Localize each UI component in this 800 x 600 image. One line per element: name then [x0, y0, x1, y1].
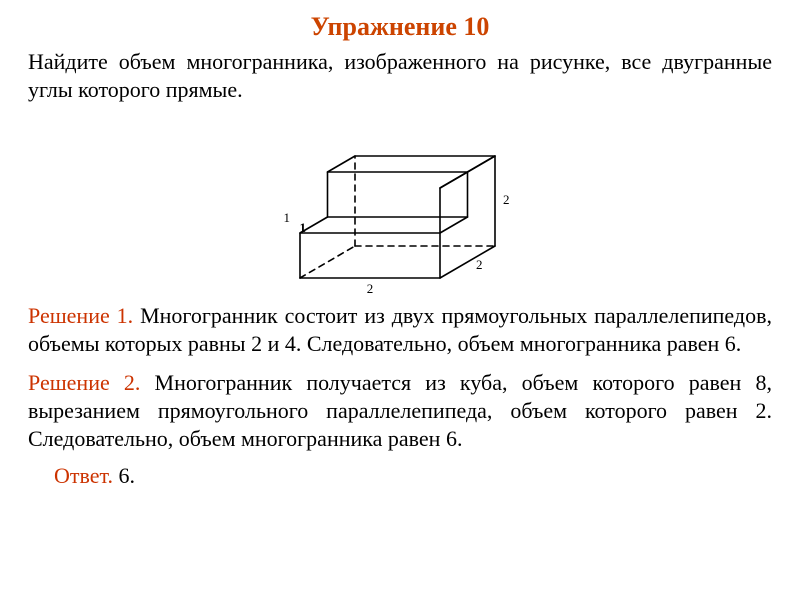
- label-front-width: 2: [367, 281, 374, 296]
- answer: Ответ. 6.: [54, 463, 772, 489]
- dimension-labels: 1 1 2 2 2: [284, 192, 510, 296]
- solution-2-label: Решение 2.: [28, 370, 140, 395]
- label-right-height: 2: [503, 192, 510, 207]
- exercise-title: Упражнение 10: [28, 12, 772, 42]
- solution-1: Решение 1. Многогранник состоит из двух …: [28, 302, 772, 358]
- slide: Упражнение 10 Найдите объем многогранник…: [0, 0, 800, 600]
- solution-2-text: Многогранник получается из куба, объем к…: [28, 370, 772, 451]
- problem-statement: Найдите объем многогранника, изображенно…: [28, 48, 772, 104]
- solution-1-label: Решение 1.: [28, 303, 133, 328]
- figure-container: 1 1 2 2 2: [28, 108, 772, 298]
- solution-2: Решение 2. Многогранник получается из ку…: [28, 369, 772, 453]
- solid-edges: [300, 156, 495, 278]
- answer-text: 6.: [113, 463, 135, 488]
- solution-1-text: Многогранник состоит из двух прямоугольн…: [28, 303, 772, 356]
- polyhedron-diagram: 1 1 2 2 2: [260, 108, 540, 298]
- label-right-depth: 2: [476, 257, 483, 272]
- answer-label: Ответ.: [54, 463, 113, 488]
- label-top-left-height: 1: [284, 210, 291, 225]
- label-step-depth: 1: [300, 220, 307, 235]
